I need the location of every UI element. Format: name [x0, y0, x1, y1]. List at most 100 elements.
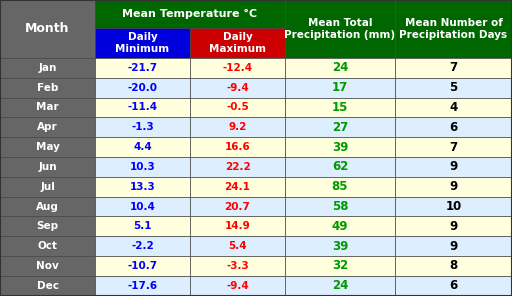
- Text: -10.7: -10.7: [127, 261, 158, 271]
- Bar: [395, 276, 512, 296]
- Bar: [0, 98, 95, 118]
- Bar: [395, 197, 512, 216]
- Bar: [190, 78, 285, 98]
- Bar: [95, 78, 190, 98]
- Text: -9.4: -9.4: [226, 83, 249, 93]
- Text: 39: 39: [332, 239, 348, 252]
- Bar: [285, 276, 395, 296]
- Bar: [395, 78, 512, 98]
- Text: 4.4: 4.4: [133, 142, 152, 152]
- Bar: [395, 58, 512, 78]
- Text: 13.3: 13.3: [130, 182, 155, 192]
- Text: 9: 9: [450, 180, 458, 193]
- Bar: [285, 216, 395, 236]
- Text: -0.5: -0.5: [226, 102, 249, 112]
- Text: -20.0: -20.0: [127, 83, 158, 93]
- Bar: [190, 157, 285, 177]
- Text: 16.6: 16.6: [225, 142, 250, 152]
- Bar: [395, 216, 512, 236]
- Text: Mar: Mar: [36, 102, 59, 112]
- Bar: [0, 0, 95, 58]
- Bar: [285, 98, 395, 118]
- Bar: [395, 256, 512, 276]
- Text: 39: 39: [332, 141, 348, 154]
- Bar: [395, 98, 512, 118]
- Bar: [0, 256, 95, 276]
- Text: 49: 49: [332, 220, 348, 233]
- Bar: [285, 256, 395, 276]
- Bar: [95, 118, 190, 137]
- Text: Mean Total
Precipitation (mm): Mean Total Precipitation (mm): [285, 18, 396, 40]
- Bar: [395, 177, 512, 197]
- Text: 27: 27: [332, 121, 348, 134]
- Text: May: May: [35, 142, 59, 152]
- Bar: [190, 28, 285, 58]
- Text: 32: 32: [332, 259, 348, 272]
- Text: 8: 8: [450, 259, 458, 272]
- Text: 10: 10: [445, 200, 462, 213]
- Text: Aug: Aug: [36, 202, 59, 212]
- Bar: [95, 0, 285, 28]
- Bar: [395, 236, 512, 256]
- Bar: [190, 276, 285, 296]
- Text: Nov: Nov: [36, 261, 59, 271]
- Text: 15: 15: [332, 101, 348, 114]
- Bar: [95, 216, 190, 236]
- Bar: [395, 0, 512, 58]
- Bar: [285, 197, 395, 216]
- Text: 24: 24: [332, 61, 348, 74]
- Bar: [95, 276, 190, 296]
- Bar: [190, 256, 285, 276]
- Bar: [95, 98, 190, 118]
- Text: 5.1: 5.1: [133, 221, 152, 231]
- Bar: [0, 216, 95, 236]
- Bar: [190, 236, 285, 256]
- Bar: [0, 157, 95, 177]
- Text: 58: 58: [332, 200, 348, 213]
- Text: Month: Month: [25, 22, 70, 36]
- Bar: [395, 137, 512, 157]
- Text: -17.6: -17.6: [127, 281, 158, 291]
- Text: 5: 5: [450, 81, 458, 94]
- Bar: [395, 118, 512, 137]
- Text: -11.4: -11.4: [127, 102, 158, 112]
- Bar: [0, 137, 95, 157]
- Bar: [285, 58, 395, 78]
- Bar: [190, 137, 285, 157]
- Text: Oct: Oct: [37, 241, 57, 251]
- Bar: [0, 276, 95, 296]
- Bar: [95, 197, 190, 216]
- Bar: [0, 118, 95, 137]
- Text: 9: 9: [450, 220, 458, 233]
- Bar: [95, 137, 190, 157]
- Text: 5.4: 5.4: [228, 241, 247, 251]
- Bar: [190, 118, 285, 137]
- Bar: [285, 137, 395, 157]
- Bar: [0, 177, 95, 197]
- Bar: [95, 157, 190, 177]
- Bar: [190, 216, 285, 236]
- Text: Mean Number of
Precipitation Days: Mean Number of Precipitation Days: [399, 18, 507, 40]
- Bar: [285, 236, 395, 256]
- Text: 9: 9: [450, 160, 458, 173]
- Text: Apr: Apr: [37, 122, 58, 132]
- Bar: [0, 236, 95, 256]
- Bar: [190, 58, 285, 78]
- Bar: [285, 0, 395, 58]
- Bar: [190, 98, 285, 118]
- Text: 14.9: 14.9: [225, 221, 250, 231]
- Text: 7: 7: [450, 141, 458, 154]
- Bar: [95, 256, 190, 276]
- Bar: [285, 78, 395, 98]
- Text: -2.2: -2.2: [131, 241, 154, 251]
- Text: 85: 85: [332, 180, 348, 193]
- Text: 22.2: 22.2: [225, 162, 250, 172]
- Bar: [0, 58, 95, 78]
- Text: Dec: Dec: [36, 281, 58, 291]
- Bar: [0, 78, 95, 98]
- Text: 4: 4: [450, 101, 458, 114]
- Text: 24.1: 24.1: [225, 182, 250, 192]
- Bar: [95, 236, 190, 256]
- Text: Mean Temperature °C: Mean Temperature °C: [122, 9, 258, 19]
- Bar: [285, 157, 395, 177]
